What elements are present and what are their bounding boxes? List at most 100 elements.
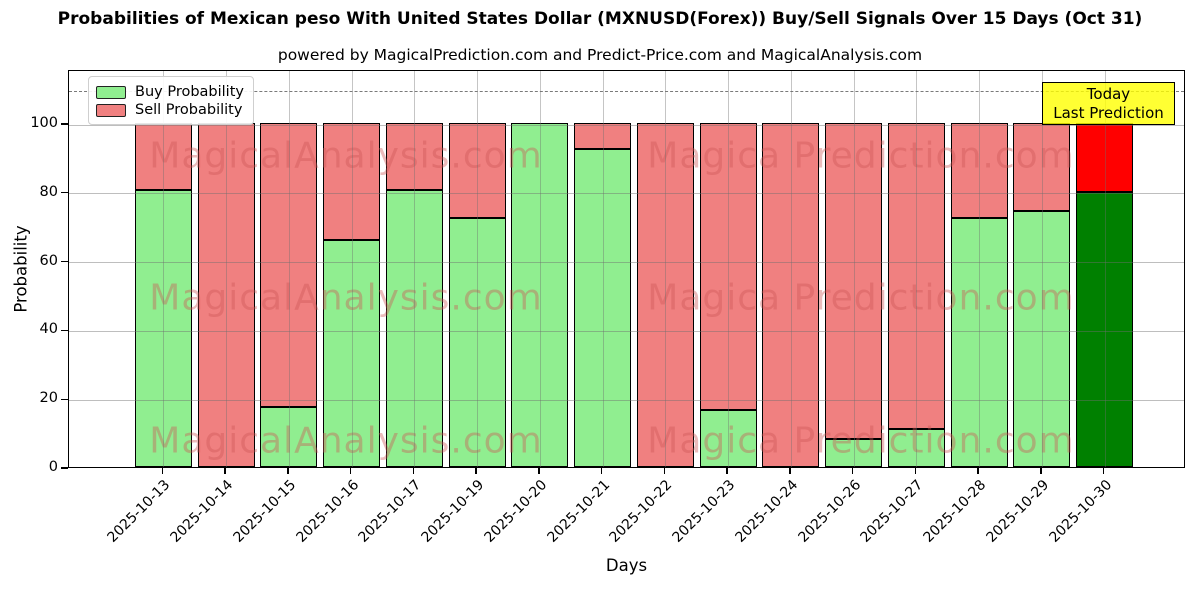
vertical-gridline xyxy=(790,71,792,467)
y-tick-label: 80 xyxy=(39,183,58,200)
y-tick-label: 60 xyxy=(39,252,58,269)
bar-sell-segment xyxy=(385,123,443,191)
threshold-dashed-line xyxy=(69,90,1184,92)
bar-buy-segment xyxy=(1013,210,1071,467)
legend-swatch-sell xyxy=(96,103,126,117)
x-tick-label: 2025-10-23 xyxy=(669,477,739,546)
bar-sell-segment xyxy=(636,123,694,467)
horizontal-gridline xyxy=(69,262,1184,264)
horizontal-gridline xyxy=(69,124,1184,126)
bar-sell-segment xyxy=(260,123,318,407)
bar-sell-segment xyxy=(1013,123,1071,211)
x-tick-label: 2025-10-30 xyxy=(1046,477,1115,546)
y-tick-mark xyxy=(61,260,68,263)
x-tick-mark xyxy=(412,468,415,474)
bar-sell-segment xyxy=(950,123,1008,218)
x-tick-label: 2025-10-22 xyxy=(606,477,676,546)
x-tick-mark xyxy=(600,468,603,474)
legend: Buy Probability Sell Probability xyxy=(88,76,254,125)
y-tick-mark xyxy=(61,398,68,400)
x-tick-label: 2025-10-24 xyxy=(732,477,802,546)
x-tick-mark xyxy=(789,468,791,474)
x-axis-title: Days xyxy=(605,556,648,575)
vertical-gridline xyxy=(163,71,165,467)
bar-buy-segment xyxy=(950,217,1008,467)
y-axis-title: Probability xyxy=(11,225,31,313)
today-annotation: Today Last Prediction xyxy=(1042,82,1175,125)
bar-sell-segment xyxy=(887,123,945,430)
x-tick-mark xyxy=(851,468,854,474)
vertical-gridline xyxy=(351,71,353,467)
legend-label-buy: Buy Probability xyxy=(135,84,244,100)
horizontal-gridline xyxy=(69,399,1184,401)
vertical-gridline xyxy=(288,71,290,467)
y-tick-mark xyxy=(61,329,68,332)
bar-sell-segment xyxy=(574,123,632,149)
y-tick-label: 100 xyxy=(30,115,58,131)
x-tick-label: 2025-10-14 xyxy=(167,477,237,546)
y-tick-label: 40 xyxy=(39,321,58,338)
x-tick-label: 2025-10-26 xyxy=(795,477,864,546)
vertical-gridline xyxy=(414,71,416,467)
bar-buy-segment xyxy=(385,190,443,467)
y-tick-mark xyxy=(61,467,68,469)
x-tick-mark xyxy=(1040,468,1042,474)
bar-buy-segment xyxy=(448,217,506,467)
bar-buy-segment xyxy=(699,410,757,467)
bar-buy-segment xyxy=(134,190,192,467)
x-tick-mark xyxy=(287,468,289,474)
x-tick-label: 2025-10-28 xyxy=(920,477,990,546)
vertical-gridline xyxy=(539,71,541,467)
x-tick-label: 2025-10-17 xyxy=(355,477,425,546)
bar-buy-segment xyxy=(574,148,632,467)
legend-label-sell: Sell Probability xyxy=(135,102,243,118)
x-tick-label: 2025-10-29 xyxy=(983,477,1053,546)
bar-sell-segment xyxy=(825,123,883,440)
x-tick-mark xyxy=(475,468,477,474)
bar-sell-segment xyxy=(197,123,255,467)
vertical-gridline xyxy=(728,71,730,467)
x-tick-label: 2025-10-16 xyxy=(293,477,362,546)
vertical-gridline xyxy=(1041,71,1043,467)
page-title: Probabilities of Mexican peso With Unite… xyxy=(57,9,1143,29)
legend-row-sell: Sell Probability xyxy=(96,102,244,118)
vertical-gridline xyxy=(979,71,981,467)
x-tick-mark xyxy=(914,468,917,474)
legend-row-buy: Buy Probability xyxy=(96,84,244,100)
bar-sell-segment xyxy=(762,123,820,467)
vertical-gridline xyxy=(916,71,918,467)
x-tick-mark xyxy=(663,468,666,474)
vertical-gridline xyxy=(665,71,667,467)
x-tick-label: 2025-10-13 xyxy=(104,477,174,546)
x-tick-mark xyxy=(538,468,540,474)
today-annotation-line2: Last Prediction xyxy=(1053,104,1164,122)
y-tick-label: 0 xyxy=(48,459,58,475)
vertical-gridline xyxy=(226,71,228,467)
bar-buy-segment xyxy=(1076,191,1134,467)
x-tick-mark xyxy=(977,468,979,474)
y-tick-mark xyxy=(61,123,68,125)
bar-sell-segment xyxy=(323,123,381,240)
x-tick-mark xyxy=(349,468,352,474)
vertical-gridline xyxy=(1104,71,1106,467)
x-tick-mark xyxy=(224,468,226,474)
x-tick-label: 2025-10-19 xyxy=(418,477,488,546)
x-tick-mark xyxy=(726,468,728,474)
today-annotation-line1: Today xyxy=(1086,85,1131,103)
bar-buy-segment xyxy=(825,439,883,467)
bar-sell-segment xyxy=(448,123,506,218)
y-tick-mark xyxy=(61,192,68,194)
x-tick-mark xyxy=(161,468,164,474)
chart-subtitle: powered by MagicalPrediction.com and Pre… xyxy=(277,46,923,64)
x-tick-label: 2025-10-21 xyxy=(544,477,613,546)
bar-buy-segment xyxy=(511,123,569,467)
bar-buy-segment xyxy=(260,406,318,467)
x-tick-label: 2025-10-27 xyxy=(857,477,927,546)
bar-sell-segment xyxy=(134,123,192,191)
horizontal-gridline xyxy=(69,193,1184,195)
axes: Buy Probability Sell Probability Today L… xyxy=(68,70,1185,468)
x-tick-mark xyxy=(1102,468,1105,474)
bar-sell-segment xyxy=(699,123,757,411)
horizontal-gridline xyxy=(69,330,1184,332)
